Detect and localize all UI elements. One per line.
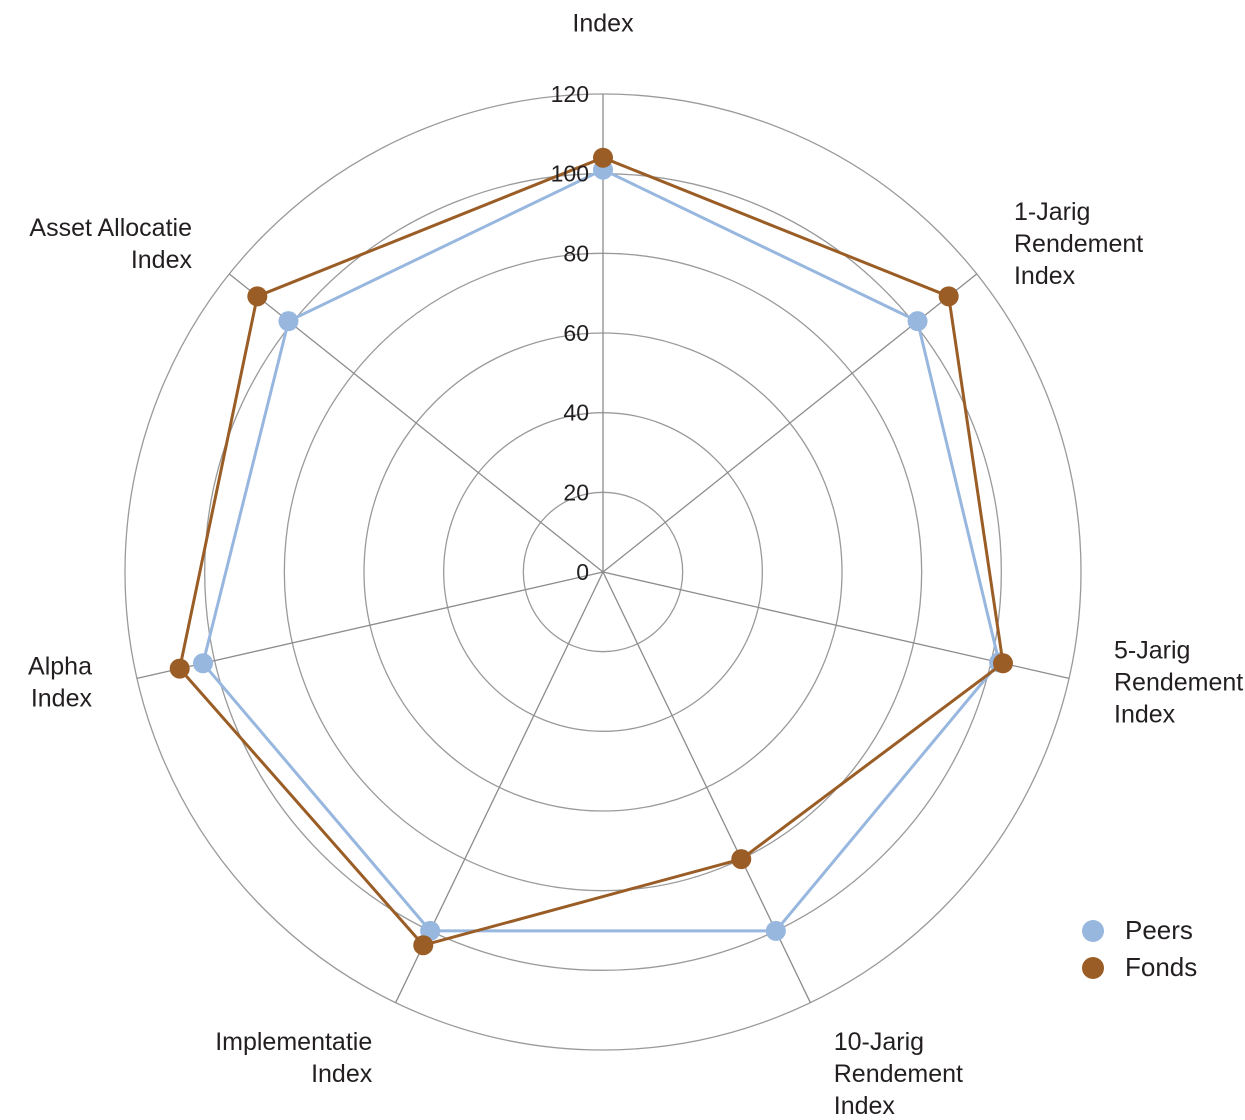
axis-label-benchmarkkosten-index: Benchmarkkosten Index xyxy=(503,0,703,38)
axis-label-1-jarig-rendement-index: 1-Jarig Rendement Index xyxy=(1014,198,1143,290)
data-point-fonds-1 xyxy=(593,147,613,168)
axis-label-line: Benchmarkkosten xyxy=(503,0,703,6)
axis-label-line: Index xyxy=(834,1092,896,1115)
axis-label-line: Alpha xyxy=(28,652,92,680)
data-point-fonds-3 xyxy=(992,653,1013,674)
axis-label-line: 1-Jarig xyxy=(1014,198,1090,226)
axis-label-line: 10-Jarig xyxy=(834,1028,924,1056)
tick-label-0: 0 xyxy=(576,559,589,585)
tick-label-20: 20 xyxy=(563,479,589,505)
tick-label-60: 60 xyxy=(563,320,589,346)
tick-label-120: 120 xyxy=(551,81,589,107)
grid-layer xyxy=(124,93,1082,1051)
tick-label-80: 80 xyxy=(563,240,589,266)
axis-label-10-jarig-rendement-index: 10-Jarig Rendement Index xyxy=(834,1028,963,1120)
axis-label-implementatie-index: Implementatie Index xyxy=(215,1028,373,1088)
data-point-peers-7 xyxy=(278,311,299,332)
data-point-peers-6 xyxy=(193,653,214,674)
axis-label-line: Index xyxy=(31,684,93,712)
axis-label-line: Index xyxy=(1014,262,1076,290)
axis-label-line: Rendement xyxy=(1114,668,1243,696)
legend-label-fonds: Fonds xyxy=(1125,952,1197,982)
axis-label-asset-allocatie-index: Asset Allocatie Index xyxy=(29,214,192,274)
axis-label-line: Index xyxy=(131,246,193,274)
data-point-fonds-4 xyxy=(731,849,752,870)
legend-label-peers: Peers xyxy=(1125,915,1193,945)
series-layer xyxy=(169,147,1013,956)
series-line-peers xyxy=(201,168,1001,933)
tick-label-40: 40 xyxy=(563,400,589,426)
axis-label-alpha-index: Alpha Index xyxy=(28,652,92,712)
axis-label-line: Asset Allocatie xyxy=(29,214,192,242)
data-point-peers-2 xyxy=(907,311,928,332)
data-point-fonds-7 xyxy=(247,286,268,307)
axis-label-line: Implementatie xyxy=(215,1028,372,1056)
data-point-fonds-2 xyxy=(938,286,959,307)
data-point-peers-4 xyxy=(765,920,786,941)
data-point-fonds-5 xyxy=(413,935,434,956)
grid-spoke-6 xyxy=(136,571,604,679)
axis-label-line: Rendement xyxy=(1014,230,1143,258)
axis-label-5-jarig-rendement-index: 5-Jarig Rendement Index xyxy=(1114,636,1243,728)
axis-label-line: 5-Jarig xyxy=(1114,636,1190,664)
legend: Peers Fonds xyxy=(1082,915,1197,982)
tick-label-100: 100 xyxy=(551,161,589,187)
data-point-fonds-6 xyxy=(169,658,190,679)
axis-label-line: Rendement xyxy=(834,1060,963,1088)
axis-label-line: Index xyxy=(572,10,634,38)
label-layer: 020406080100120BenchmarkkostenIndex1-Jar… xyxy=(28,0,1243,1120)
legend-marker-fonds xyxy=(1082,957,1104,979)
legend-marker-peers xyxy=(1082,920,1104,942)
axis-label-line: Index xyxy=(1114,700,1176,728)
series-line-fonds xyxy=(178,156,1005,947)
axis-label-line: Index xyxy=(311,1060,373,1088)
